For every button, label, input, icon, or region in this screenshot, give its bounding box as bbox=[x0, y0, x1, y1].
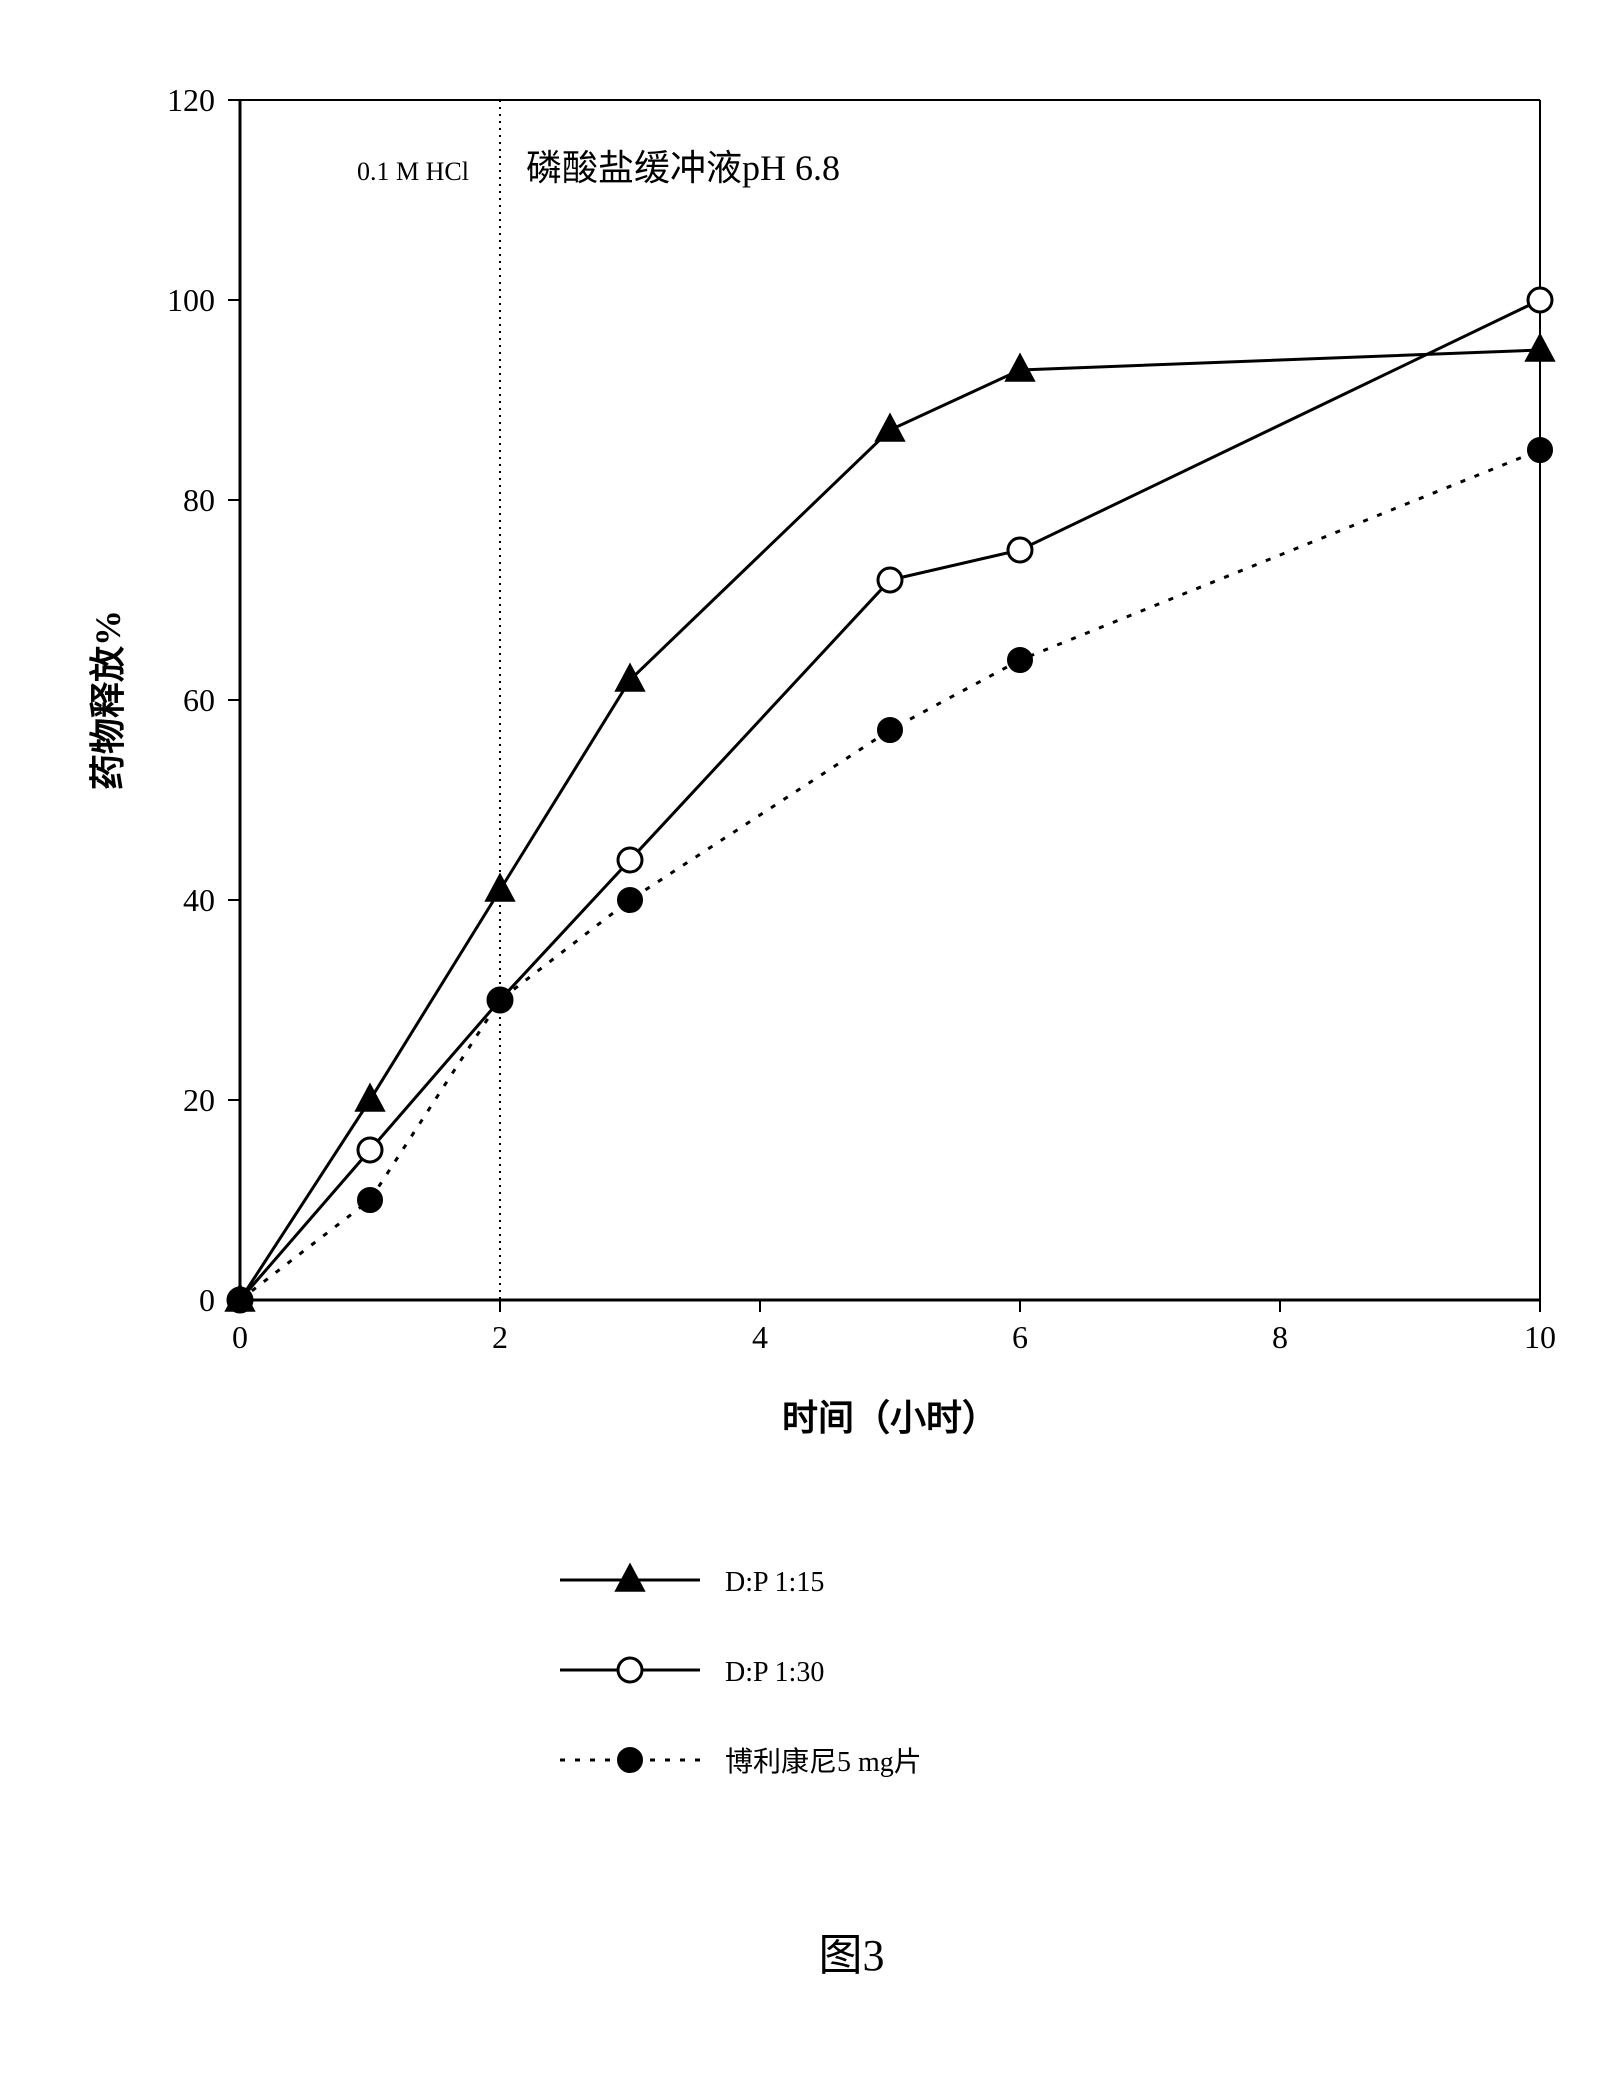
x-axis-label: 时间（小时） bbox=[782, 1398, 998, 1438]
y-tick-label: 40 bbox=[183, 882, 215, 918]
x-tick-label: 4 bbox=[752, 1319, 768, 1355]
y-tick-label: 20 bbox=[183, 1082, 215, 1118]
figure-label: 图3 bbox=[819, 1931, 885, 1980]
y-tick-label: 100 bbox=[167, 282, 215, 318]
chart-figure: 0 20 40 60 80 100 120 0 2 4 6 8 10 0.1 M HCl 磷酸盐缓冲液pH … bbox=[40, 40, 1623, 2053]
x-tick-label: 8 bbox=[1272, 1319, 1288, 1355]
y-axis-label: 药物释放% bbox=[88, 610, 128, 790]
y-tick-label: 80 bbox=[183, 482, 215, 518]
legend-label: D:P 1:30 bbox=[725, 1657, 824, 1688]
chart-svg: 0 20 40 60 80 100 120 0 2 4 6 8 10 0.1 M HCl 磷酸盐缓冲液pH … bbox=[40, 40, 1623, 2053]
legend-label: D:P 1:15 bbox=[725, 1567, 824, 1598]
legend-label: 博利康尼5 mg片 bbox=[725, 1746, 922, 1778]
y-tick-label: 120 bbox=[167, 82, 215, 118]
annotation-label: 磷酸盐缓冲液pH 6.8 bbox=[526, 148, 840, 188]
x-tick-label: 10 bbox=[1524, 1319, 1556, 1355]
x-tick-label: 2 bbox=[492, 1319, 508, 1355]
x-tick-label: 6 bbox=[1012, 1319, 1028, 1355]
x-tick-label: 0 bbox=[232, 1319, 248, 1355]
annotation-label: 0.1 M HCl bbox=[357, 157, 469, 186]
y-tick-label: 0 bbox=[199, 1282, 215, 1318]
series bbox=[226, 335, 1554, 1311]
y-tick-label: 60 bbox=[183, 682, 215, 718]
